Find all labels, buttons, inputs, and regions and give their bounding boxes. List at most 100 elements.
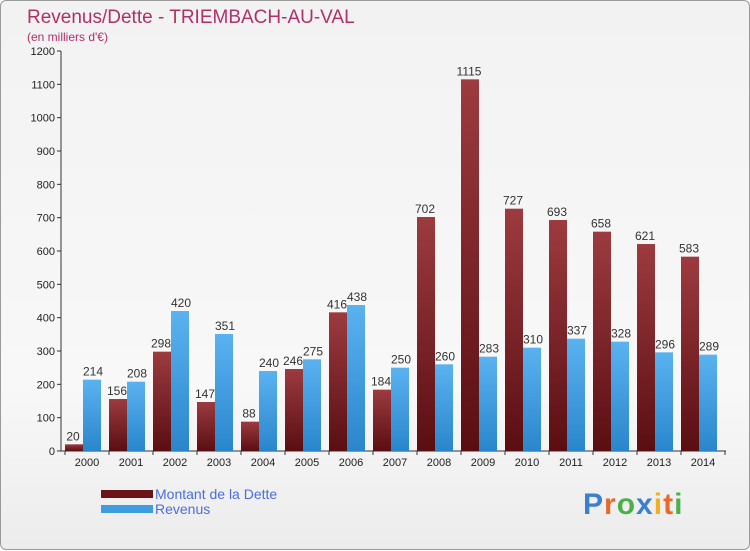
x-tick-label: 2014 <box>691 457 715 469</box>
proxiti-logo: Proxiti <box>583 488 684 521</box>
y-tick-label: 1100 <box>31 79 55 91</box>
data-label-revenue: 250 <box>391 353 411 367</box>
legend-swatch-revenue <box>101 505 153 513</box>
data-label-debt: 416 <box>327 297 347 311</box>
bar-revenue <box>611 341 629 451</box>
bar-revenue <box>83 379 101 451</box>
data-label-revenue: 240 <box>259 356 279 370</box>
x-tick-label: 2006 <box>339 457 363 469</box>
x-tick-label: 2008 <box>427 457 451 469</box>
data-label-debt: 147 <box>195 387 215 401</box>
data-label-revenue: 337 <box>567 324 587 338</box>
y-tick-label: 500 <box>37 279 55 291</box>
y-tick-label: 200 <box>37 379 55 391</box>
bar-debt <box>109 399 127 451</box>
data-label-revenue: 420 <box>171 296 191 310</box>
data-label-revenue: 351 <box>215 319 235 333</box>
bar-debt <box>241 421 259 451</box>
y-tick-label: 0 <box>49 446 55 458</box>
bar-debt <box>505 208 523 451</box>
data-label-revenue: 214 <box>83 365 103 379</box>
data-label-debt: 702 <box>415 202 435 216</box>
bar-revenue <box>523 347 541 451</box>
data-label-debt: 88 <box>242 407 256 421</box>
y-tick-label: 1200 <box>31 46 55 58</box>
x-tick-label: 2012 <box>603 457 627 469</box>
bar-debt <box>593 231 611 451</box>
legend-label-revenue: Revenus <box>155 501 211 517</box>
data-label-revenue: 275 <box>303 344 323 358</box>
data-label-revenue: 260 <box>435 349 455 363</box>
data-label-debt: 20 <box>66 429 80 443</box>
x-tick-label: 2011 <box>559 457 583 469</box>
bar-revenue <box>303 359 321 451</box>
bar-debt <box>637 244 655 451</box>
bar-debt <box>285 369 303 451</box>
legend-label-debt: Montant de la Dette <box>155 486 278 502</box>
x-tick-label: 2007 <box>383 457 407 469</box>
data-label-revenue: 289 <box>699 340 719 354</box>
bar-debt <box>681 256 699 451</box>
y-tick-label: 900 <box>37 146 55 158</box>
bar-debt <box>549 220 567 451</box>
data-label-debt: 693 <box>547 205 567 219</box>
bar-revenue <box>699 354 717 451</box>
data-label-debt: 184 <box>371 375 391 389</box>
chart-subtitle: (en milliers d'€) <box>27 30 108 44</box>
bar-revenue <box>479 356 497 451</box>
y-tick-label: 700 <box>37 213 55 225</box>
y-tick-label: 600 <box>37 246 55 258</box>
data-label-debt: 583 <box>679 242 699 256</box>
bar-debt <box>65 444 83 451</box>
data-label-debt: 246 <box>283 354 303 368</box>
data-label-debt: 298 <box>151 337 171 351</box>
bar-revenue <box>391 367 409 451</box>
chart-title: Revenus/Dette - TRIEMBACH-AU-VAL <box>27 7 355 28</box>
data-label-revenue: 296 <box>655 337 675 351</box>
x-tick-label: 2009 <box>471 457 495 469</box>
bar-revenue <box>655 352 673 451</box>
bar-revenue <box>435 364 453 451</box>
data-label-debt: 621 <box>635 229 655 243</box>
data-label-revenue: 283 <box>479 342 499 356</box>
x-tick-label: 2010 <box>515 457 539 469</box>
bar-debt <box>153 351 171 451</box>
bar-debt <box>461 79 479 451</box>
y-tick-label: 100 <box>37 413 55 425</box>
bar-debt <box>417 217 435 451</box>
data-label-revenue: 208 <box>127 367 147 381</box>
bar-debt <box>197 402 215 451</box>
bar-revenue <box>127 381 145 451</box>
bar-debt <box>373 389 391 451</box>
data-label-revenue: 310 <box>523 333 543 347</box>
data-label-debt: 156 <box>107 384 127 398</box>
x-tick-label: 2000 <box>75 457 99 469</box>
x-tick-label: 2004 <box>251 457 275 469</box>
data-label-debt: 1115 <box>457 64 482 78</box>
bar-revenue <box>567 338 585 451</box>
bar-revenue <box>215 334 233 451</box>
bar-revenue <box>259 371 277 451</box>
bar-revenue <box>171 311 189 451</box>
x-tick-label: 2005 <box>295 457 319 469</box>
x-tick-label: 2013 <box>647 457 671 469</box>
legend-swatch-debt <box>101 490 153 498</box>
data-label-revenue: 438 <box>347 290 367 304</box>
bars <box>65 79 717 451</box>
x-tick-label: 2001 <box>119 457 143 469</box>
y-tick-label: 1000 <box>31 113 55 125</box>
bar-debt <box>329 312 347 451</box>
x-tick-label: 2003 <box>207 457 231 469</box>
data-label-revenue: 328 <box>611 327 631 341</box>
data-label-debt: 658 <box>591 217 611 231</box>
legend-swatches <box>101 490 153 513</box>
y-tick-label: 800 <box>37 179 55 191</box>
bar-revenue <box>347 305 365 451</box>
data-label-debt: 727 <box>503 194 523 208</box>
y-tick-label: 300 <box>37 346 55 358</box>
x-tick-label: 2002 <box>163 457 187 469</box>
y-tick-label: 400 <box>37 313 55 325</box>
